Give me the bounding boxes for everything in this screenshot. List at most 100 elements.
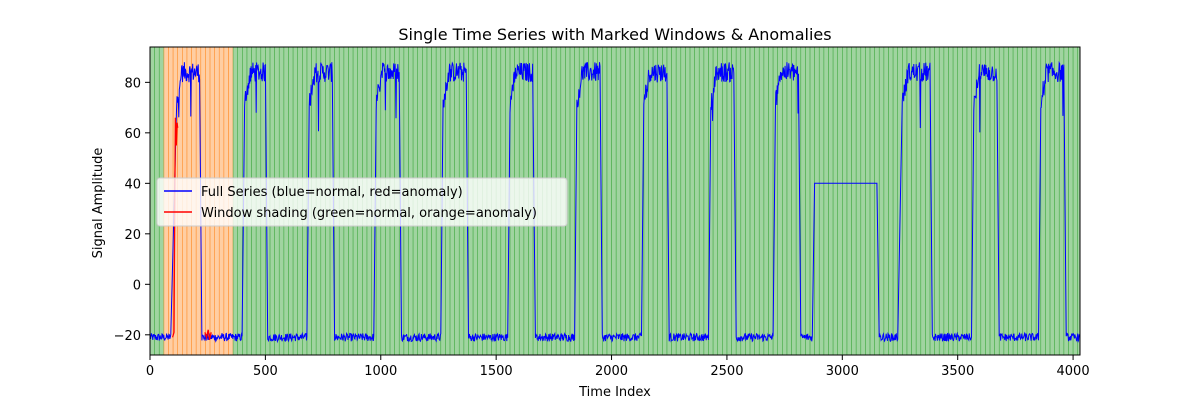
window-normal bbox=[1068, 46, 1074, 356]
window-normal bbox=[823, 46, 829, 356]
window-normal bbox=[934, 46, 940, 356]
y-tick-label: −20 bbox=[114, 329, 141, 344]
window-normal bbox=[1045, 46, 1051, 356]
window-normal bbox=[1049, 46, 1055, 356]
window-normal bbox=[662, 46, 668, 356]
window-normal bbox=[722, 46, 728, 356]
y-tick-label: 0 bbox=[133, 278, 141, 293]
window-normal bbox=[782, 46, 788, 356]
window-normal bbox=[998, 46, 1005, 356]
window-normal bbox=[920, 46, 926, 356]
window-normal bbox=[925, 46, 931, 356]
window-normal bbox=[786, 46, 792, 356]
window-normal bbox=[837, 46, 843, 356]
window-normal bbox=[680, 46, 686, 356]
window-normal bbox=[1026, 46, 1032, 356]
window-normal bbox=[1012, 46, 1018, 356]
x-tick-label: 2000 bbox=[595, 364, 628, 379]
x-tick-label: 3500 bbox=[941, 364, 974, 379]
window-normal bbox=[1017, 46, 1023, 356]
legend-label-series: Full Series (blue=normal, red=anomaly) bbox=[201, 185, 463, 200]
window-normal bbox=[689, 46, 695, 356]
window-normal bbox=[768, 46, 774, 356]
window-normal bbox=[685, 46, 691, 356]
window-normal bbox=[726, 46, 732, 356]
window-normal bbox=[740, 46, 746, 356]
window-normal bbox=[828, 46, 834, 356]
series-line-normal bbox=[149, 60, 1081, 344]
window-normal bbox=[842, 46, 848, 356]
window-normal bbox=[634, 46, 640, 356]
window-normal bbox=[911, 46, 917, 356]
window-normal bbox=[818, 46, 825, 356]
window-normal bbox=[777, 46, 783, 356]
y-axis-label: Signal Amplitude bbox=[91, 148, 106, 259]
window-normal bbox=[569, 46, 575, 356]
window-normal bbox=[602, 46, 608, 356]
window-normal bbox=[962, 46, 968, 356]
x-tick-label: 0 bbox=[146, 364, 154, 379]
window-normal bbox=[698, 46, 705, 356]
legend-box bbox=[156, 177, 568, 227]
x-tick-label: 4000 bbox=[1057, 364, 1090, 379]
window-normal bbox=[657, 46, 663, 356]
chart-title: Single Time Series with Marked Windows &… bbox=[398, 25, 831, 44]
x-tick-label: 3000 bbox=[826, 364, 859, 379]
x-tick-label: 1000 bbox=[364, 364, 397, 379]
window-normal bbox=[703, 46, 709, 356]
window-normal bbox=[754, 46, 760, 356]
window-normal bbox=[717, 46, 723, 356]
window-normal bbox=[943, 46, 949, 356]
window-normal bbox=[814, 46, 820, 356]
window-normal bbox=[851, 46, 857, 356]
window-normal bbox=[606, 46, 612, 356]
window-normal bbox=[832, 46, 838, 356]
legend: Full Series (blue=normal, red=anomaly) W… bbox=[156, 177, 568, 227]
window-normal bbox=[888, 46, 894, 356]
window-normal bbox=[749, 46, 755, 356]
window-normal bbox=[878, 46, 885, 356]
window-normal bbox=[1003, 46, 1009, 356]
window-normal bbox=[671, 46, 677, 356]
x-axis-label: Time Index bbox=[578, 385, 651, 400]
window-normal bbox=[985, 46, 991, 356]
window-normal bbox=[694, 46, 700, 356]
plot-frame bbox=[149, 46, 1081, 356]
window-normal bbox=[583, 46, 589, 356]
window-normal bbox=[735, 46, 742, 356]
x-axis: 0 500 1000 1500 2000 2500 3000 3500 4000 bbox=[146, 355, 1090, 379]
window-normal bbox=[883, 46, 889, 356]
window-normal bbox=[800, 46, 806, 356]
y-axis: −20 0 20 40 60 80 bbox=[114, 76, 150, 344]
window-normal bbox=[948, 46, 954, 356]
window-normal bbox=[791, 46, 797, 356]
window-normal bbox=[805, 46, 811, 356]
x-tick-label: 2500 bbox=[710, 364, 743, 379]
window-normal bbox=[648, 46, 654, 356]
series-line-anomaly bbox=[171, 117, 179, 338]
y-tick-label: 20 bbox=[124, 228, 141, 243]
window-normal bbox=[1022, 46, 1028, 356]
window-normal bbox=[592, 46, 598, 356]
window-normal bbox=[611, 46, 617, 356]
window-normal bbox=[149, 46, 155, 356]
legend-label-windows: Window shading (green=normal, orange=ano… bbox=[201, 206, 537, 221]
window-normal bbox=[855, 46, 862, 356]
window-normal bbox=[966, 46, 972, 356]
window-normal bbox=[869, 46, 875, 356]
window-normal bbox=[952, 46, 958, 356]
window-normal bbox=[1072, 46, 1078, 356]
y-tick-label: 60 bbox=[124, 127, 141, 142]
series-line-anomaly bbox=[204, 329, 212, 341]
window-normal bbox=[860, 46, 866, 356]
window-normal bbox=[1054, 46, 1060, 356]
window-normal bbox=[652, 46, 658, 356]
window-normal bbox=[865, 46, 871, 356]
y-tick-label: 40 bbox=[124, 177, 141, 192]
y-tick-label: 80 bbox=[124, 76, 141, 91]
window-normal bbox=[625, 46, 631, 356]
series-lines bbox=[149, 60, 1081, 344]
window-normal bbox=[1008, 46, 1014, 356]
window-normal bbox=[758, 46, 765, 356]
